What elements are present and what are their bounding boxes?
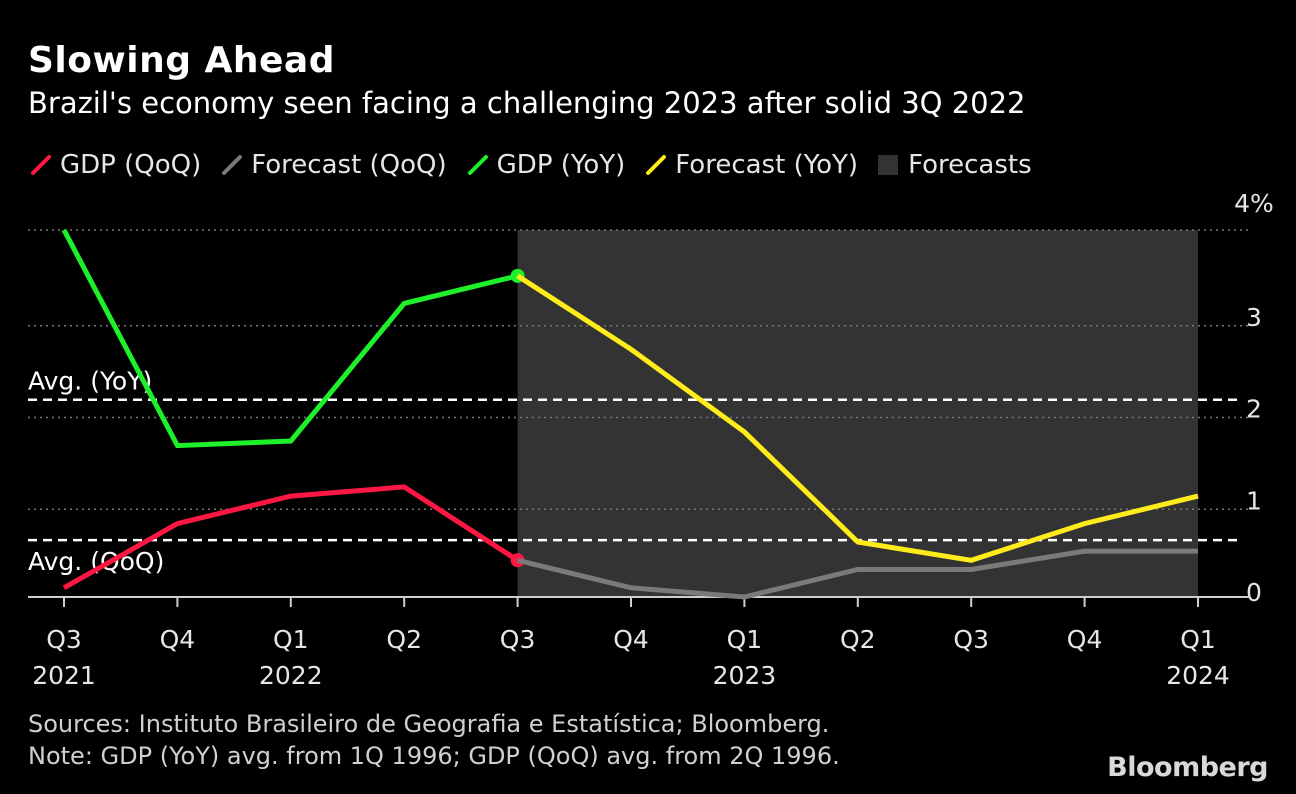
legend-label: Forecast (QoQ) [251, 150, 447, 180]
y-tick-label: 4% [1234, 189, 1274, 218]
legend-swatch-forecast-yoy [646, 155, 667, 175]
methodology-note: Note: GDP (YoY) avg. from 1Q 1996; GDP (… [28, 742, 840, 770]
legend: GDP (QoQ) Forecast (QoQ) GDP (YoY) Forec… [30, 150, 1052, 180]
series-line-forecast-yoy [516, 273, 1199, 563]
legend-item-forecast-yoy: Forecast (YoY) [645, 150, 858, 180]
legend-label: Forecast (YoY) [675, 150, 859, 180]
x-tick-label: Q1 [1180, 625, 1216, 654]
y-tick-label: 3 [1246, 303, 1262, 332]
x-tick-label: Q3 [500, 625, 536, 654]
x-tick-label: Q2 [840, 625, 876, 654]
x-year-label: 2022 [259, 661, 323, 690]
legend-label: GDP (YoY) [496, 150, 626, 180]
legend-swatch-gdp-yoy [467, 155, 488, 175]
chart-subtitle: Brazil's economy seen facing a challengi… [28, 86, 1026, 120]
forecast-region [517, 230, 1198, 597]
legend-label: Forecasts [908, 150, 1032, 180]
x-year-label: 2024 [1166, 661, 1230, 690]
series-line-gdp-yoy [61, 228, 519, 449]
chart-footer: Sources: Instituto Brasileiro de Geograf… [28, 708, 840, 772]
legend-swatch-gdp-qoq [31, 155, 51, 175]
x-tick-label: Q2 [386, 625, 422, 654]
x-tick-label: Q4 [1067, 625, 1103, 654]
legend-swatch-forecasts [878, 155, 899, 175]
legend-item-gdp-qoq: GDP (QoQ) [30, 150, 201, 180]
series-line-forecast-qoq [517, 548, 1198, 600]
y-tick-label: 2 [1246, 395, 1262, 424]
sources-note: Sources: Instituto Brasileiro de Geograf… [28, 710, 830, 738]
x-tick-label: Q3 [46, 625, 82, 654]
legend-item-gdp-yoy: GDP (YoY) [467, 150, 626, 180]
x-tick-label: Q4 [160, 625, 196, 654]
average-label: Avg. (YoY) [28, 367, 152, 396]
y-tick-label: 1 [1246, 486, 1262, 515]
x-year-label: 2021 [32, 661, 96, 690]
x-tick-label: Q4 [613, 625, 649, 654]
x-tick-label: Q1 [727, 625, 763, 654]
bloomberg-logo: Bloomberg [1107, 752, 1268, 783]
series-line-gdp-qoq [62, 484, 519, 590]
y-tick-label: 0 [1246, 578, 1262, 607]
legend-swatch-forecast-qoq [222, 155, 243, 175]
x-year-label: 2023 [713, 661, 777, 690]
legend-item-forecasts: Forecasts [878, 150, 1032, 180]
legend-label: GDP (QoQ) [60, 150, 202, 180]
x-tick-label: Q1 [273, 625, 309, 654]
legend-item-forecast-qoq: Forecast (QoQ) [221, 150, 447, 180]
chart-title: Slowing Ahead [28, 40, 335, 81]
x-tick-label: Q3 [953, 625, 989, 654]
